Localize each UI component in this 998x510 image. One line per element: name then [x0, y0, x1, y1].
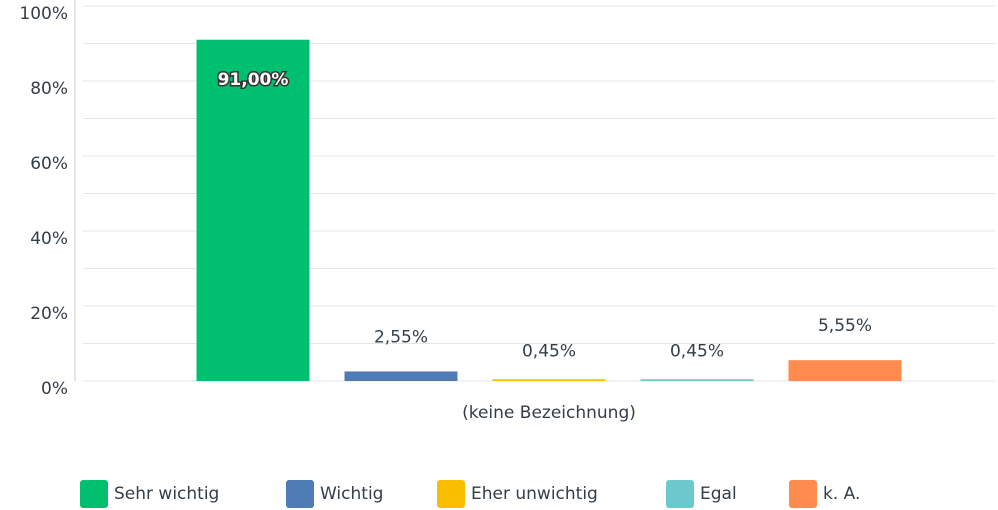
legend-label: Egal: [700, 484, 737, 504]
data-label: 5,55%: [818, 316, 872, 336]
bar: [196, 39, 310, 381]
bar: [344, 371, 458, 381]
legend-swatch: [666, 480, 694, 508]
data-label: 2,55%: [374, 327, 428, 347]
y-tick-label: 20%: [30, 304, 68, 324]
bar: [788, 360, 902, 381]
data-label: 0,45%: [522, 341, 576, 361]
legend-swatch: [789, 480, 817, 508]
data-label: 0,45%: [670, 341, 724, 361]
legend-swatch: [80, 480, 108, 508]
legend-label: Eher unwichtig: [471, 484, 598, 504]
legend-label: k. A.: [823, 484, 860, 504]
bar: [492, 379, 606, 381]
x-axis-label: (keine Bezeichnung): [462, 403, 636, 423]
y-tick-label: 100%: [19, 4, 68, 24]
legend-label: Sehr wichtig: [114, 484, 219, 504]
y-tick-label: 0%: [41, 379, 68, 399]
legend-swatch: [286, 480, 314, 508]
y-tick-label: 80%: [30, 79, 68, 99]
legend-swatch: [437, 480, 465, 508]
y-tick-label: 60%: [30, 154, 68, 174]
bar: [640, 379, 754, 381]
data-label: 91,00%: [218, 70, 289, 90]
legend-label: Wichtig: [320, 484, 383, 504]
y-tick-label: 40%: [30, 229, 68, 249]
